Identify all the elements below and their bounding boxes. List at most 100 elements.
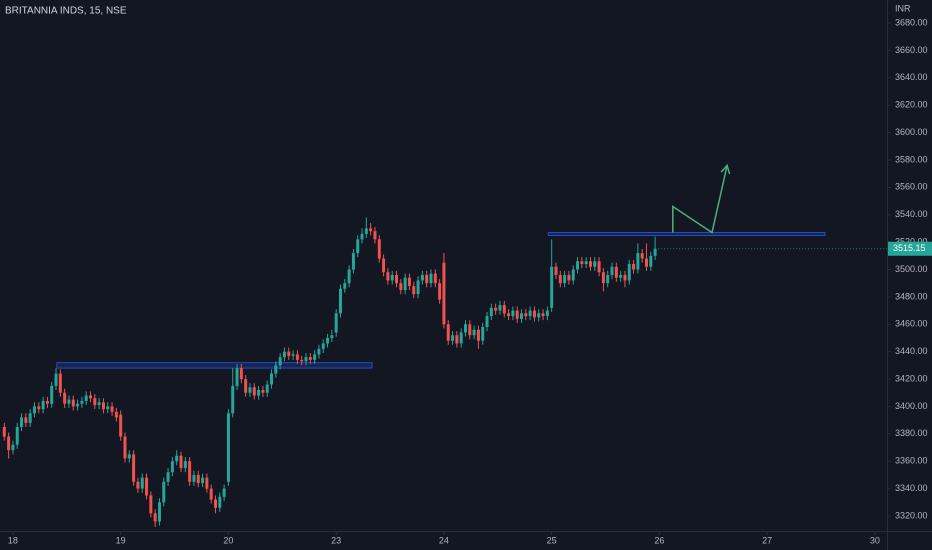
candle-body — [63, 392, 67, 404]
candle-body — [196, 474, 200, 484]
candle-body — [386, 272, 390, 281]
candle-body — [446, 324, 450, 341]
candle-body — [28, 413, 32, 423]
candle-body — [114, 411, 118, 418]
candle-body — [494, 307, 498, 311]
candle-body — [412, 285, 416, 295]
y-tick-label: 3560.00 — [895, 182, 928, 192]
candle-body — [571, 269, 575, 281]
candle-body — [244, 379, 248, 393]
candle-body — [481, 327, 485, 341]
candle-body — [270, 373, 274, 385]
candle-body — [373, 231, 377, 240]
candle-body — [15, 426, 19, 445]
candle-body — [640, 253, 644, 259]
candle-body — [140, 477, 144, 489]
x-tick-label: 27 — [762, 535, 772, 545]
candle-body — [537, 313, 541, 318]
candle-body — [459, 332, 463, 344]
candle-body — [429, 273, 433, 284]
x-tick-label: 24 — [439, 535, 449, 545]
candle-body — [32, 406, 36, 414]
candle-body — [157, 502, 161, 522]
y-tick-label: 3320.00 — [895, 510, 928, 520]
candle-body — [11, 444, 15, 451]
candle-body — [295, 354, 299, 360]
candle-body — [101, 402, 105, 410]
candle-body — [20, 417, 24, 427]
candle-body — [645, 258, 649, 267]
candle-body — [41, 400, 45, 410]
y-tick-label: 3440.00 — [895, 346, 928, 356]
candle-body — [334, 313, 338, 333]
candle-body — [97, 402, 101, 406]
candle-body — [54, 373, 58, 386]
x-tick-label: 19 — [116, 535, 126, 545]
candle-body — [407, 277, 411, 286]
candle-body — [214, 499, 218, 508]
y-tick-label: 3480.00 — [895, 291, 928, 301]
candle-body — [106, 406, 110, 410]
candle-body — [71, 399, 75, 407]
y-tick-label: 3500.00 — [895, 264, 928, 274]
candle-body — [291, 354, 295, 356]
candle-body — [188, 461, 192, 482]
candle-body — [649, 255, 653, 267]
candle-body — [377, 239, 381, 259]
candle-body — [257, 390, 261, 396]
y-tick-label: 3400.00 — [895, 401, 928, 411]
candle-body — [84, 395, 88, 401]
candle-body — [76, 403, 80, 407]
candle-body — [58, 373, 62, 393]
candle-body — [588, 261, 592, 267]
candle-body — [597, 261, 601, 273]
candle-body — [580, 261, 584, 265]
candle-body — [209, 488, 213, 500]
candle-body — [528, 310, 532, 317]
candle-body — [175, 455, 179, 462]
arrow-head — [720, 163, 731, 175]
candle-body — [89, 395, 93, 399]
candle-body — [45, 400, 49, 404]
candle-body — [265, 384, 269, 393]
y-tick-label: 3600.00 — [895, 127, 928, 137]
candle-body — [584, 261, 588, 265]
candle-body — [632, 264, 636, 270]
candle-body — [364, 228, 368, 234]
candle-body — [347, 269, 351, 284]
candle-body — [502, 305, 506, 314]
x-tick-label: 25 — [547, 535, 557, 545]
candle-body — [183, 461, 187, 469]
candle-body — [524, 313, 528, 317]
candle-body — [166, 472, 170, 482]
x-tick-label: 26 — [654, 535, 664, 545]
candle-body — [532, 310, 536, 318]
candle-body — [226, 413, 230, 482]
candle-body — [382, 258, 386, 273]
candle-body — [619, 274, 623, 278]
candle-body — [162, 481, 166, 503]
y-tick-label: 3640.00 — [895, 72, 928, 82]
candle-body — [132, 454, 136, 482]
trend-arrow — [672, 165, 728, 234]
candle-body — [455, 335, 459, 344]
candle-body — [261, 390, 265, 393]
candle-body — [136, 481, 140, 489]
last-price-tag — [888, 241, 932, 256]
candle-body — [433, 273, 437, 284]
candle-body — [235, 368, 239, 386]
candle-body — [545, 310, 549, 317]
candle-body — [627, 264, 631, 281]
candle-body — [438, 283, 442, 300]
candle-body — [326, 337, 330, 344]
candle-body — [252, 387, 256, 396]
candle-body — [343, 283, 347, 289]
candle-body — [472, 329, 476, 336]
candle-body — [442, 262, 446, 325]
candle-body — [308, 357, 312, 360]
candle-body — [93, 398, 97, 406]
candle-body — [351, 253, 355, 270]
candle-body — [507, 313, 511, 317]
candle-body — [485, 316, 489, 328]
